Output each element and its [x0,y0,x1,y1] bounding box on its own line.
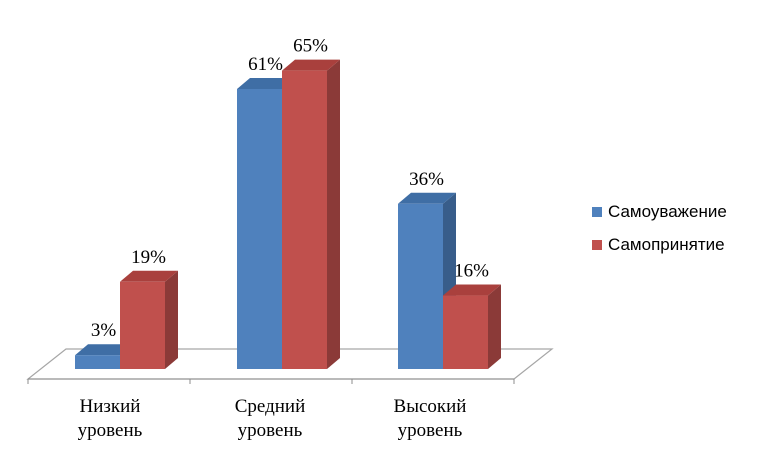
bar-top-face [398,192,456,204]
legend-item: Самоуважение [592,202,727,221]
bar-side-face [488,284,501,369]
legend-swatch [592,240,602,250]
x-tick-label-line: Средний [235,396,306,417]
x-tick-label: Низкий уровень [78,396,143,441]
bar-front-face [443,295,488,369]
x-tick-label-line: Низкий [80,396,141,417]
x-tick-label: Высокий уровень [394,396,467,441]
bar-front-face [75,355,120,369]
legend-item: Самопринятие [592,235,725,254]
bar-front-face [398,203,443,369]
chart-bars [75,59,501,369]
chart-data-labels: 3% 61% 36% 19% 65% 16% [91,36,489,342]
x-tick-label: Средний уровень [235,396,306,441]
bar-top-face [443,284,501,296]
legend-swatch [592,207,602,217]
x-tick-label-line: уровень [78,420,143,441]
data-label: 65% [293,36,328,57]
bar-samouvazhenie-2 [398,192,456,369]
legend-label: Самоуважение [608,202,727,221]
bar-top-face [75,344,133,356]
x-axis: Низкий уровень Средний уровень Высокий уровен… [78,396,467,441]
bar-top-face [282,59,340,71]
bar-front-face [120,281,165,369]
x-tick-label-line: Высокий [394,396,467,417]
bar-samoprinyatie-2 [443,284,501,369]
data-label: 16% [454,261,489,282]
data-label: 61% [248,54,283,75]
bar-side-face [165,270,178,369]
data-label: 3% [91,320,117,341]
bar-top-face [120,270,178,282]
x-tick-label-line: уровень [398,420,463,441]
data-label: 19% [131,247,166,268]
legend: Самоуважение Самопринятие [592,202,727,254]
bar-samoprinyatie-1 [282,59,340,369]
bar-front-face [237,89,282,369]
data-label: 36% [409,169,444,190]
bar-front-face [282,70,327,369]
bar-top-face [237,78,295,89]
legend-label: Самопринятие [608,235,725,254]
bar-samoprinyatie-0 [120,270,178,369]
bar-side-face [327,59,340,369]
x-tick-label-line: уровень [238,420,303,441]
